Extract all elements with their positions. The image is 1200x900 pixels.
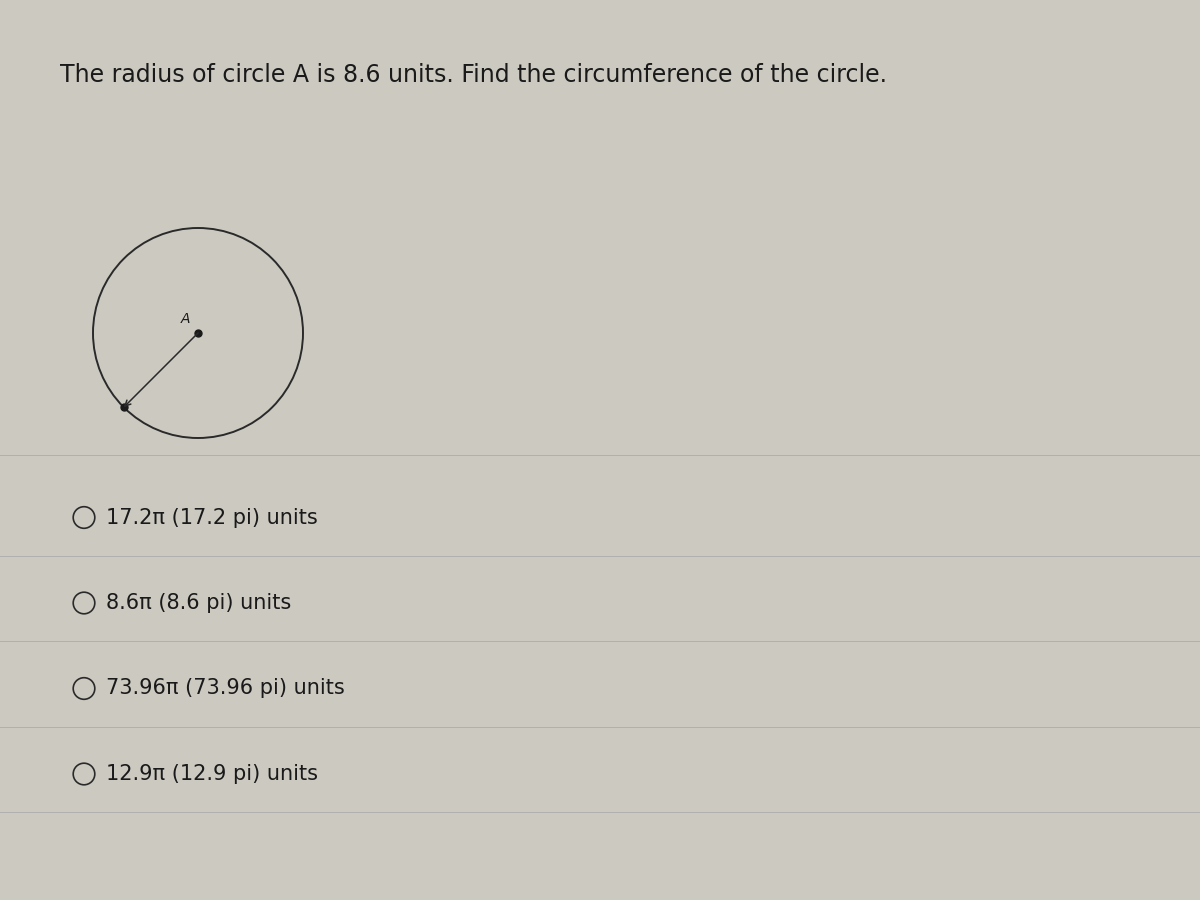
Text: 17.2π (17.2 pi) units: 17.2π (17.2 pi) units <box>106 508 317 527</box>
Text: 73.96π (73.96 pi) units: 73.96π (73.96 pi) units <box>106 679 344 698</box>
Text: 12.9π (12.9 pi) units: 12.9π (12.9 pi) units <box>106 764 318 784</box>
Text: A: A <box>180 312 190 326</box>
Text: 8.6π (8.6 pi) units: 8.6π (8.6 pi) units <box>106 593 290 613</box>
Text: The radius of circle A is 8.6 units. Find the circumference of the circle.: The radius of circle A is 8.6 units. Fin… <box>60 63 887 87</box>
